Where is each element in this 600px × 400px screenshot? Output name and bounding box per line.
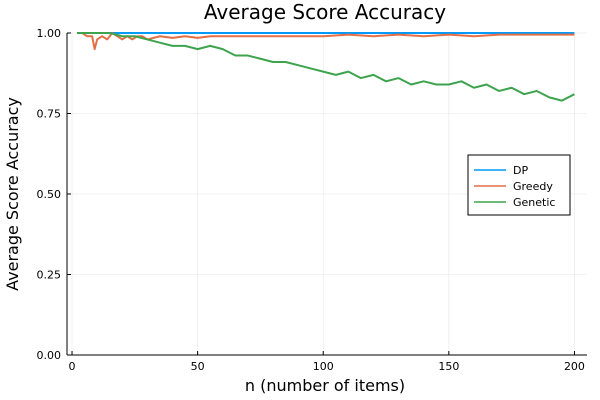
legend-box [467, 154, 571, 216]
x-tick-label: 100 [313, 360, 334, 373]
chart-title: Average Score Accuracy [204, 0, 446, 24]
legend-label: DP [513, 164, 528, 177]
series-group [77, 32, 575, 102]
x-tick-label: 0 [69, 360, 76, 373]
y-tick-label: 0.75 [37, 108, 62, 121]
y-tick-label: 0.50 [37, 188, 62, 201]
legend-label: Genetic [513, 196, 555, 209]
y-tick-label: 0.00 [37, 349, 62, 362]
x-tick-label: 150 [438, 360, 459, 373]
legend-label: Greedy [513, 180, 553, 193]
x-tick-label: 50 [191, 360, 205, 373]
x-axis-label: n (number of items) [245, 376, 405, 395]
series-line-genetic [77, 32, 575, 102]
legend: DP Greedy Genetic [467, 154, 571, 216]
y-tick-label: 0.25 [37, 269, 62, 282]
x-tick-label: 200 [564, 360, 585, 373]
series-line-greedy [77, 32, 575, 51]
y-ticks: 0.00 0.25 0.50 0.75 1.00 [37, 27, 71, 362]
y-axis-label: Average Score Accuracy [3, 97, 22, 291]
y-tick-label: 1.00 [37, 27, 62, 40]
